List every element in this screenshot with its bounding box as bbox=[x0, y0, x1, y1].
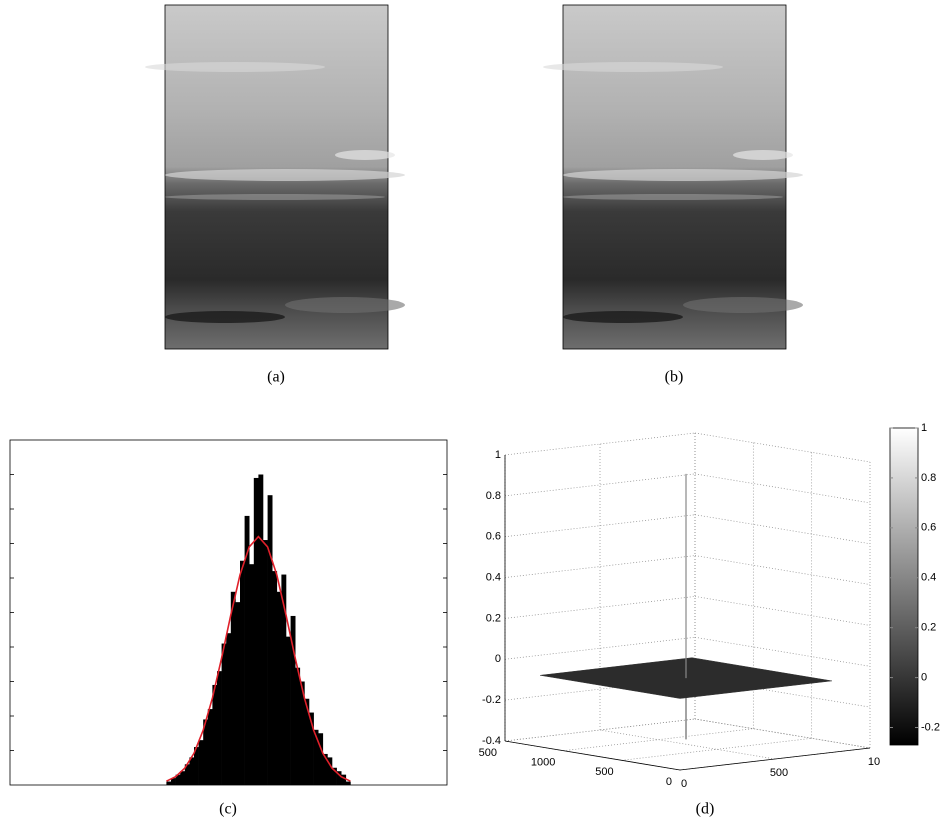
grid-line bbox=[504, 514, 696, 538]
bar bbox=[304, 698, 310, 785]
bar bbox=[207, 709, 213, 785]
bar bbox=[221, 643, 227, 785]
axis-line bbox=[504, 740, 681, 771]
bar bbox=[272, 571, 278, 785]
bar bbox=[263, 540, 268, 785]
grid-line bbox=[694, 555, 871, 585]
bar bbox=[184, 764, 190, 785]
bar bbox=[281, 574, 287, 785]
image-b bbox=[542, 4, 804, 350]
bar bbox=[322, 753, 328, 785]
z-tick-label: 0.4 bbox=[486, 571, 501, 583]
bar bbox=[189, 757, 195, 785]
grid-line bbox=[599, 729, 776, 760]
y-tick-label: 0 bbox=[666, 776, 672, 788]
bar bbox=[313, 729, 319, 785]
colorbar-tick-label: 0.8 bbox=[921, 472, 936, 484]
colorbar-tick-label: 0.4 bbox=[921, 572, 936, 584]
grid-line bbox=[504, 473, 696, 497]
bar bbox=[327, 757, 333, 785]
bar bbox=[217, 671, 222, 785]
grid-line bbox=[504, 596, 696, 619]
grid-line bbox=[504, 718, 696, 742]
grid-line bbox=[694, 473, 871, 504]
grid-line bbox=[694, 432, 871, 463]
y-tick-label: 500 bbox=[595, 766, 613, 778]
grid-line bbox=[504, 636, 696, 660]
bar bbox=[194, 747, 199, 785]
bar bbox=[253, 477, 259, 785]
colorbar-tick-label: 0.2 bbox=[921, 622, 936, 634]
colorbar-tick-label: 0 bbox=[921, 672, 927, 684]
bar bbox=[203, 719, 209, 785]
bar bbox=[171, 778, 176, 785]
bar bbox=[180, 771, 186, 785]
grid-line bbox=[563, 728, 754, 752]
bar bbox=[226, 633, 232, 785]
bar bbox=[336, 771, 342, 785]
bar bbox=[286, 636, 291, 785]
x-tick-label: 500 bbox=[770, 767, 788, 779]
bar bbox=[244, 515, 250, 785]
z-tick-label: -0.2 bbox=[482, 694, 501, 706]
grid-line bbox=[504, 432, 696, 456]
bar bbox=[318, 733, 324, 785]
x-tick-label: 10 bbox=[868, 756, 880, 768]
bar bbox=[332, 767, 337, 785]
bar bbox=[235, 602, 241, 785]
bar bbox=[299, 681, 305, 785]
colorbar-tick-label: 0.6 bbox=[921, 522, 936, 534]
caption: (a) bbox=[267, 369, 285, 386]
z-tick-label: 0 bbox=[495, 653, 501, 665]
z-tick-label: 0.2 bbox=[486, 612, 501, 624]
bar bbox=[267, 495, 273, 785]
grid-line bbox=[694, 636, 871, 667]
bar bbox=[212, 684, 218, 785]
bar bbox=[166, 781, 172, 785]
grid-line bbox=[694, 514, 871, 545]
z-tick-label: 0.8 bbox=[486, 490, 501, 502]
bar bbox=[258, 474, 264, 785]
bar bbox=[295, 667, 301, 785]
z-tick-label: 0.6 bbox=[486, 531, 501, 543]
grid-line bbox=[694, 718, 871, 749]
bar bbox=[341, 774, 347, 785]
fit-curve bbox=[166, 535, 351, 782]
bar bbox=[198, 740, 204, 785]
bar bbox=[175, 774, 181, 785]
bar bbox=[345, 781, 351, 785]
x-tick-label: 0 bbox=[681, 778, 687, 790]
bar bbox=[230, 591, 236, 785]
z-tick-label: -0.4 bbox=[482, 735, 501, 747]
grid-line bbox=[694, 718, 871, 749]
grid-line bbox=[694, 596, 871, 626]
caption: (d) bbox=[696, 801, 715, 818]
bar bbox=[276, 591, 282, 785]
grid-line bbox=[504, 555, 696, 578]
z-tick-label: 1 bbox=[495, 449, 501, 461]
grid-line bbox=[621, 737, 812, 761]
colorbar bbox=[889, 427, 919, 746]
bar bbox=[309, 712, 314, 785]
y-tick-label: 1000 bbox=[531, 757, 555, 769]
axis-line bbox=[679, 747, 871, 771]
colorbar-tick-label: 1 bbox=[921, 422, 927, 434]
colorbar-tick-label: -0.2 bbox=[921, 721, 940, 733]
bar bbox=[240, 560, 245, 785]
caption: (b) bbox=[665, 369, 684, 386]
y-tick-label: 500 bbox=[479, 747, 497, 759]
caption: (c) bbox=[219, 801, 237, 818]
bar bbox=[249, 564, 255, 785]
grid-line bbox=[694, 677, 871, 708]
image-a bbox=[144, 4, 406, 350]
bar bbox=[290, 615, 296, 785]
